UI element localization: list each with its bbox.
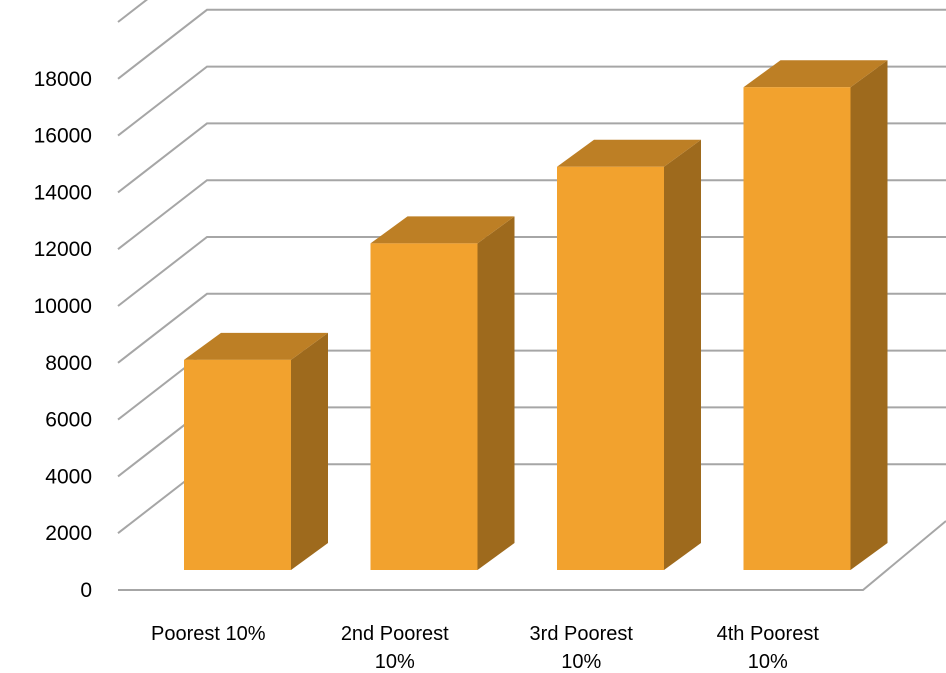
y-tick-label: 8000 (45, 352, 92, 375)
y-tick-label: 6000 (45, 409, 92, 432)
y-tick-label: 18000 (34, 68, 92, 91)
y-tick-label: 12000 (34, 238, 92, 261)
gridline (117, 8, 946, 80)
x-axis-categories: Poorest 10% 2nd Poorest 10% 3rd Poorest 10% 4… (151, 623, 819, 673)
bar-top-face (557, 139, 701, 167)
y-axis-ticks: 0 2000 4000 6000 8000 10000 12000 14000 16000 180… (34, 68, 92, 602)
x-category-label: Poorest 10% (151, 623, 266, 645)
bar (184, 332, 328, 570)
x-category-label: 2nd Poorest 10% (341, 623, 449, 673)
gridline (117, 65, 946, 137)
bar-side-face (850, 60, 888, 570)
bar-top-face (370, 216, 515, 244)
y-tick-label: 2000 (45, 522, 92, 545)
bar (557, 139, 701, 570)
y-tick-label: 0 (80, 579, 92, 602)
gridline (117, 0, 149, 23)
bar-side-face (664, 139, 701, 570)
floor-line (118, 520, 946, 591)
bar-front-face (743, 87, 851, 570)
bar-side-face (291, 332, 328, 570)
bars (184, 60, 888, 570)
bar-top-face (184, 332, 328, 360)
bar-side-face (477, 216, 515, 570)
x-category-label: 4th Poorest 10% (717, 623, 820, 673)
y-tick-label: 16000 (34, 125, 92, 148)
gridline (117, 122, 946, 194)
bar-front-face (370, 243, 478, 570)
y-tick-label: 14000 (34, 181, 92, 204)
bar-front-face (557, 166, 664, 570)
gridlines (117, 0, 946, 591)
bar (370, 216, 515, 570)
y-tick-label: 4000 (45, 465, 92, 488)
bar-top-face (743, 60, 888, 88)
x-category-label: 3rd Poorest 10% (530, 623, 634, 673)
y-tick-label: 10000 (34, 295, 92, 318)
bar (743, 60, 888, 570)
bar-front-face (184, 359, 291, 570)
